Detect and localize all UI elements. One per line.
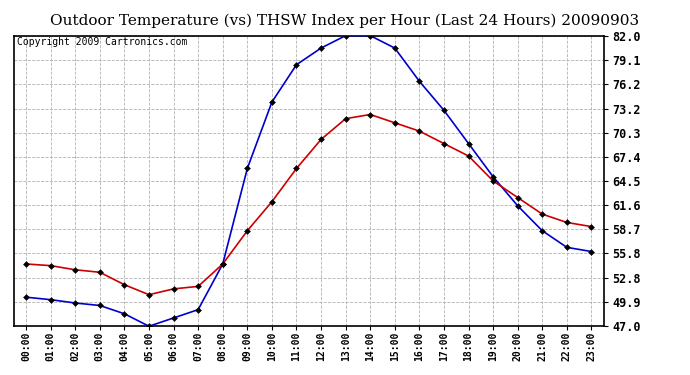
Text: Copyright 2009 Cartronics.com: Copyright 2009 Cartronics.com <box>17 37 187 47</box>
Text: Outdoor Temperature (vs) THSW Index per Hour (Last 24 Hours) 20090903: Outdoor Temperature (vs) THSW Index per … <box>50 13 640 27</box>
